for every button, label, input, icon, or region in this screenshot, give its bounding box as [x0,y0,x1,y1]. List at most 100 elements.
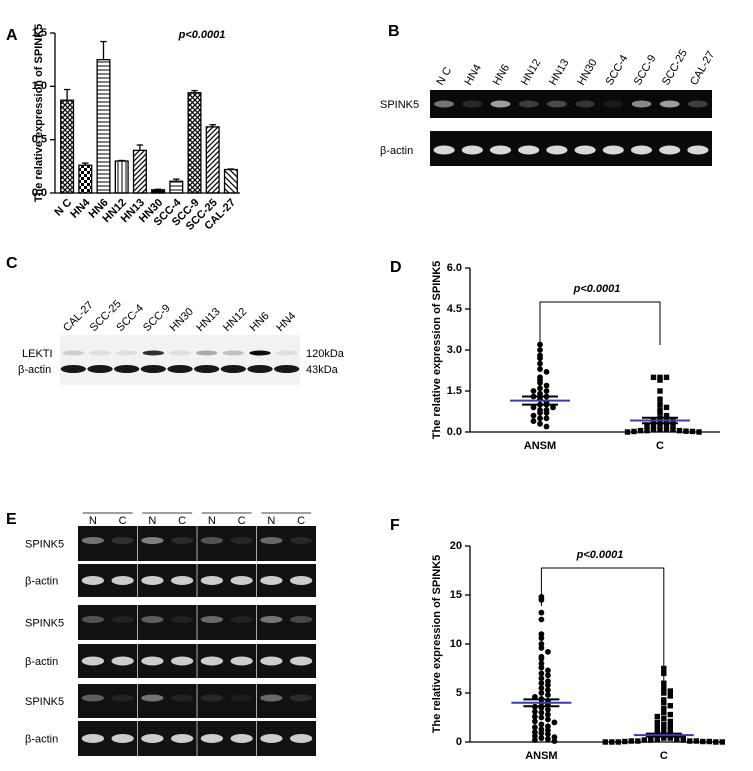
y-tick-label: 4.5 [447,303,462,315]
data-point [676,427,683,434]
data-point [538,709,545,716]
band [200,734,224,743]
data-point [657,374,663,381]
band [575,100,595,108]
band [140,365,166,373]
band [170,734,194,743]
data-point [545,692,551,698]
band [169,350,191,356]
data-point [667,711,673,718]
data-point [635,738,641,744]
data-point [545,736,551,742]
blot [60,335,300,385]
data-point [648,737,654,743]
data-point [545,682,551,689]
data-point [537,420,543,427]
band [60,365,86,373]
data-point [657,410,663,416]
y-tick-label: 10 [450,638,462,650]
band [141,537,164,544]
data-point [545,648,551,655]
band [220,365,246,373]
y-axis-label: The relative expression of SPINK5 [33,24,45,203]
data-point [661,690,667,696]
band [274,365,300,373]
band [170,694,194,702]
band [434,100,454,108]
data-point [663,404,670,411]
data-point [663,426,670,432]
row-label: LEKTI [22,348,53,360]
band [196,350,218,356]
data-point [532,718,538,725]
band [547,100,567,108]
data-point [538,721,545,728]
band [200,537,224,544]
lane-label: C [119,515,127,527]
band [194,365,220,373]
band [230,537,253,544]
bar [187,92,202,194]
band [200,694,224,702]
band [687,145,709,155]
band [230,694,253,702]
band [89,350,111,356]
band [111,576,134,585]
band [289,616,313,623]
data-point [667,693,673,699]
data-point [543,423,550,430]
band [247,365,273,373]
data-point [661,709,667,716]
data-point [628,738,634,744]
data-point [661,697,667,703]
row-label: β-actin [25,576,58,588]
y-tick-label: 0 [456,736,462,748]
band [200,576,224,585]
band [222,350,244,356]
y-axis-label: The relative expression of SPINK5 [431,261,443,440]
band [116,350,138,356]
data-point [530,388,537,394]
band [81,576,105,585]
band [114,365,140,373]
y-tick-label: 6.0 [447,262,462,274]
data-point [680,737,686,743]
row-label: β-actin [18,364,51,376]
data-point [538,616,545,623]
lane-label: SCC-25 [660,48,690,88]
data-point [683,428,689,434]
data-point [538,675,545,682]
data-point [537,415,543,422]
data-point [538,609,545,616]
lane-label: C [297,515,305,527]
data-point [657,396,663,402]
band [170,537,194,544]
data-point [543,382,550,389]
band [289,694,313,702]
bar [60,99,75,194]
band [200,656,224,666]
data-point [667,735,673,741]
bar [78,164,93,194]
data-point [654,729,660,735]
lane-label: SCC-4 [604,53,631,88]
band [141,734,164,743]
lane-label: N [89,515,97,527]
data-point [693,738,699,744]
band [260,656,283,666]
significance-bracket [539,301,661,345]
data-point [663,412,670,419]
band [111,694,134,702]
lane-label: CAL-27 [688,49,717,87]
y-tick-label: 1.0 [32,80,47,92]
lane-label: HN13 [547,57,571,87]
band [81,694,105,702]
row-label: SPINK5 [25,618,64,630]
data-point [657,388,663,394]
band [170,616,194,623]
annotation: p<0.0001 [178,29,226,41]
band [631,100,652,108]
lane-label: C [178,515,186,527]
band [111,537,134,544]
